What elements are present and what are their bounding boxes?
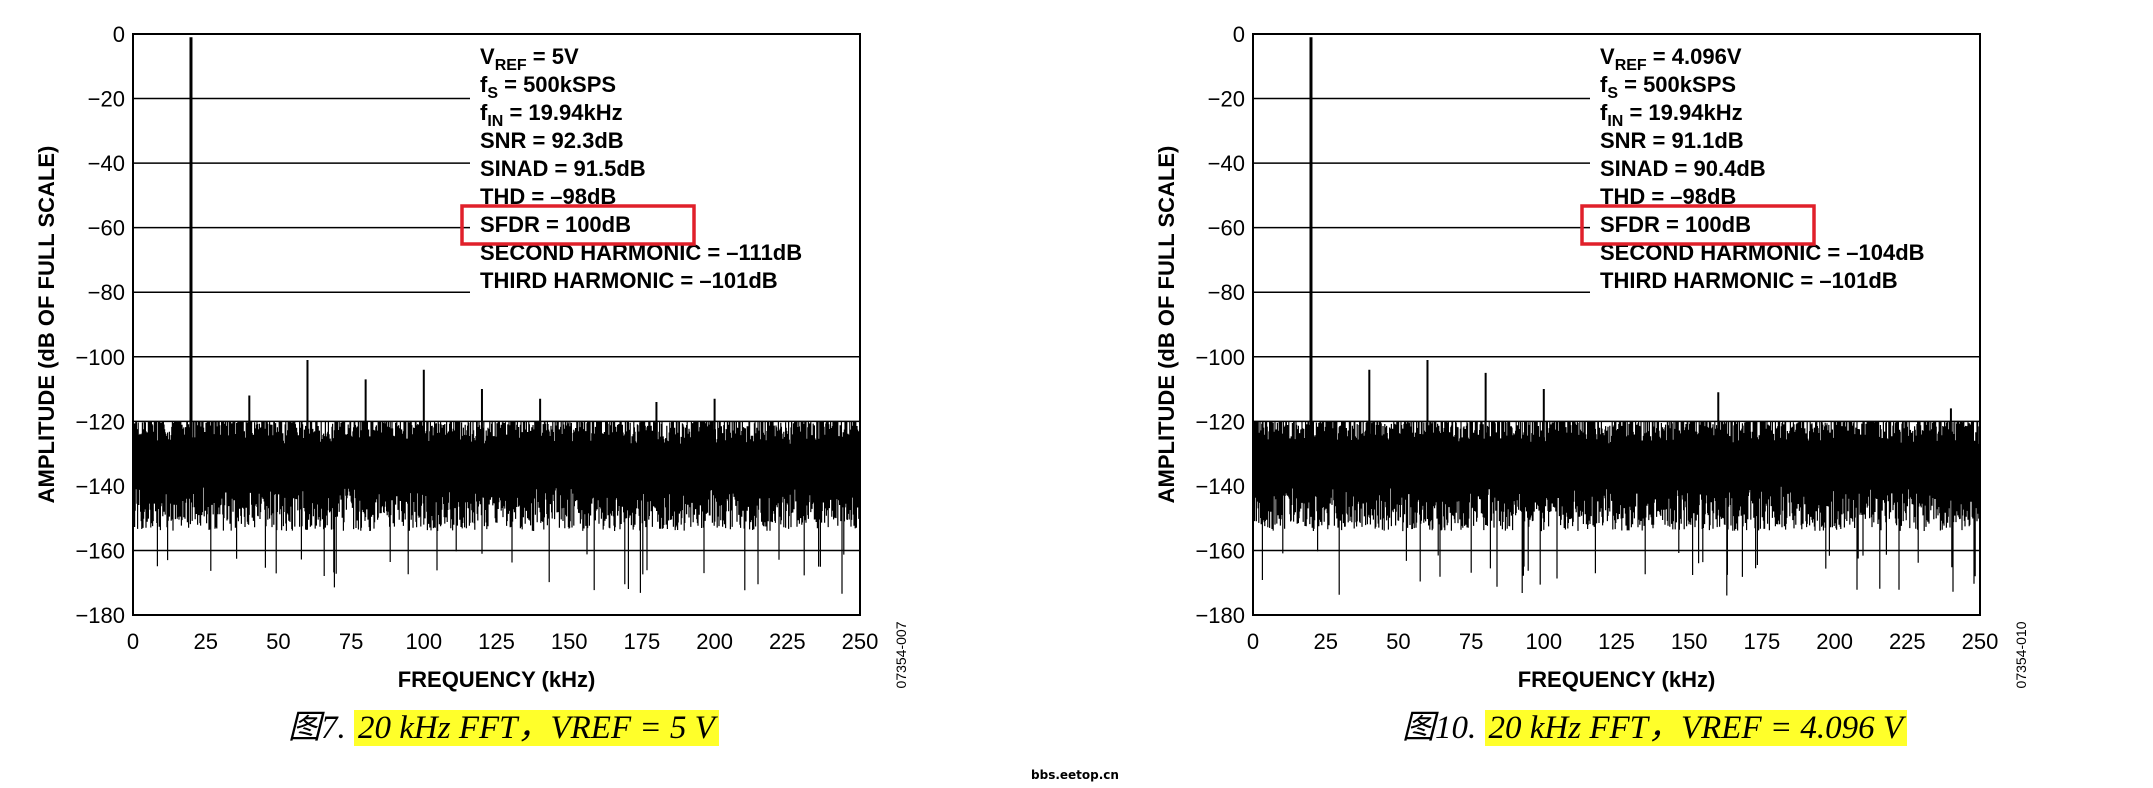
figure-id: 07354-007 bbox=[893, 621, 909, 688]
x-tick-label: 125 bbox=[478, 629, 515, 654]
x-tick-label: 175 bbox=[1744, 629, 1781, 654]
y-tick-label: −140 bbox=[75, 474, 125, 499]
annotation-line: SFDR = 100dB bbox=[480, 212, 631, 237]
caption-prefix: 图7. bbox=[288, 710, 346, 746]
y-tick-label: −100 bbox=[75, 345, 125, 370]
x-tick-label: 200 bbox=[696, 629, 733, 654]
figure-left: 0 −20 −40 −60 −80 −100 −120 −140 −160 −180 0 25 50 75… bbox=[0, 0, 1000, 746]
annotation-line: fS = 500kSPS bbox=[480, 72, 616, 102]
y-tick-label: −40 bbox=[1208, 151, 1245, 176]
noise-floor bbox=[133, 421, 860, 594]
x-tick-label: 0 bbox=[127, 629, 139, 654]
figure-id: 07354-010 bbox=[2013, 621, 2029, 688]
annotation-line: SINAD = 90.4dB bbox=[1600, 156, 1766, 181]
x-tick-label: 250 bbox=[842, 629, 879, 654]
caption-prefix: 图10. bbox=[1402, 710, 1477, 746]
caption-highlight: 20 kHz FFT，VREF = 5 V bbox=[354, 710, 719, 746]
footer-watermark: bbs.eetop.cn bbox=[1031, 768, 1119, 782]
annotation-line: fIN = 19.94kHz bbox=[1600, 100, 1743, 130]
x-tick-label: 50 bbox=[266, 629, 290, 654]
x-tick-label: 25 bbox=[193, 629, 217, 654]
x-tick-label: 75 bbox=[1459, 629, 1483, 654]
y-tick-label: −180 bbox=[1195, 603, 1245, 628]
annotation-line: fS = 500kSPS bbox=[1600, 72, 1736, 102]
x-tick-label: 150 bbox=[551, 629, 588, 654]
y-tick-label: −160 bbox=[75, 538, 125, 563]
x-tick-label: 250 bbox=[1962, 629, 1999, 654]
annotation-line: SFDR = 100dB bbox=[1600, 212, 1751, 237]
x-tick-label: 25 bbox=[1313, 629, 1337, 654]
x-tick-label: 125 bbox=[1598, 629, 1635, 654]
x-axis-label: FREQUENCY (kHz) bbox=[398, 667, 596, 692]
plot-frame bbox=[132, 33, 861, 616]
caption-right: 图10. 20 kHz FFT，VREF = 4.096 V bbox=[1402, 700, 1908, 748]
plot-frame bbox=[1252, 33, 1981, 616]
annotation-line: fIN = 19.94kHz bbox=[480, 100, 623, 130]
y-tick-label: −120 bbox=[1195, 409, 1245, 434]
annotation-line: VREF = 4.096V bbox=[1600, 44, 1742, 74]
y-tick-label: −140 bbox=[1195, 474, 1245, 499]
x-tick-label: 75 bbox=[339, 629, 363, 654]
y-tick-label: −80 bbox=[88, 280, 125, 305]
x-tick-label: 200 bbox=[1816, 629, 1853, 654]
y-tick-label: −180 bbox=[75, 603, 125, 628]
y-tick-label: −60 bbox=[1208, 216, 1245, 241]
y-tick-label: −60 bbox=[88, 216, 125, 241]
annotation-line: SINAD = 91.5dB bbox=[480, 156, 646, 181]
y-tick-label: 0 bbox=[113, 22, 125, 47]
x-tick-label: 225 bbox=[769, 629, 806, 654]
y-tick-label: −80 bbox=[1208, 280, 1245, 305]
x-tick-label: 150 bbox=[1671, 629, 1708, 654]
y-tick-label: −40 bbox=[88, 151, 125, 176]
y-axis-label: AMPLITUDE (dB OF FULL SCALE) bbox=[1154, 146, 1179, 504]
annotation-line: SNR = 91.1dB bbox=[1600, 128, 1744, 153]
noise-floor bbox=[1253, 421, 1980, 596]
caption-left: 图7. 20 kHz FFT，VREF = 5 V bbox=[288, 700, 719, 748]
x-tick-label: 100 bbox=[405, 629, 442, 654]
annotation-line: SNR = 92.3dB bbox=[480, 128, 624, 153]
y-tick-label: −20 bbox=[1208, 87, 1245, 112]
annotation-line: THIRD HARMONIC = –101dB bbox=[480, 268, 778, 293]
x-tick-label: 50 bbox=[1386, 629, 1410, 654]
y-tick-label: 0 bbox=[1233, 22, 1245, 47]
annotation-line: VREF = 5V bbox=[480, 44, 579, 74]
x-tick-label: 100 bbox=[1525, 629, 1562, 654]
y-tick-label: −120 bbox=[75, 409, 125, 434]
figure-right: 0 −20 −40 −60 −80 −100 −120 −140 −160 −180 0 25 50 75… bbox=[1120, 0, 2120, 746]
y-tick-label: −160 bbox=[1195, 538, 1245, 563]
x-tick-label: 0 bbox=[1247, 629, 1259, 654]
y-tick-label: −100 bbox=[1195, 345, 1245, 370]
sfdr-highlight-box bbox=[1580, 204, 1816, 246]
x-tick-label: 175 bbox=[624, 629, 661, 654]
annotation-line: THIRD HARMONIC = –101dB bbox=[1600, 268, 1898, 293]
sfdr-highlight-box bbox=[460, 204, 696, 246]
y-tick-label: −20 bbox=[88, 87, 125, 112]
y-axis-label: AMPLITUDE (dB OF FULL SCALE) bbox=[34, 146, 59, 504]
caption-highlight: 20 kHz FFT，VREF = 4.096 V bbox=[1484, 710, 1908, 746]
x-axis-label: FREQUENCY (kHz) bbox=[1518, 667, 1716, 692]
x-tick-label: 225 bbox=[1889, 629, 1926, 654]
